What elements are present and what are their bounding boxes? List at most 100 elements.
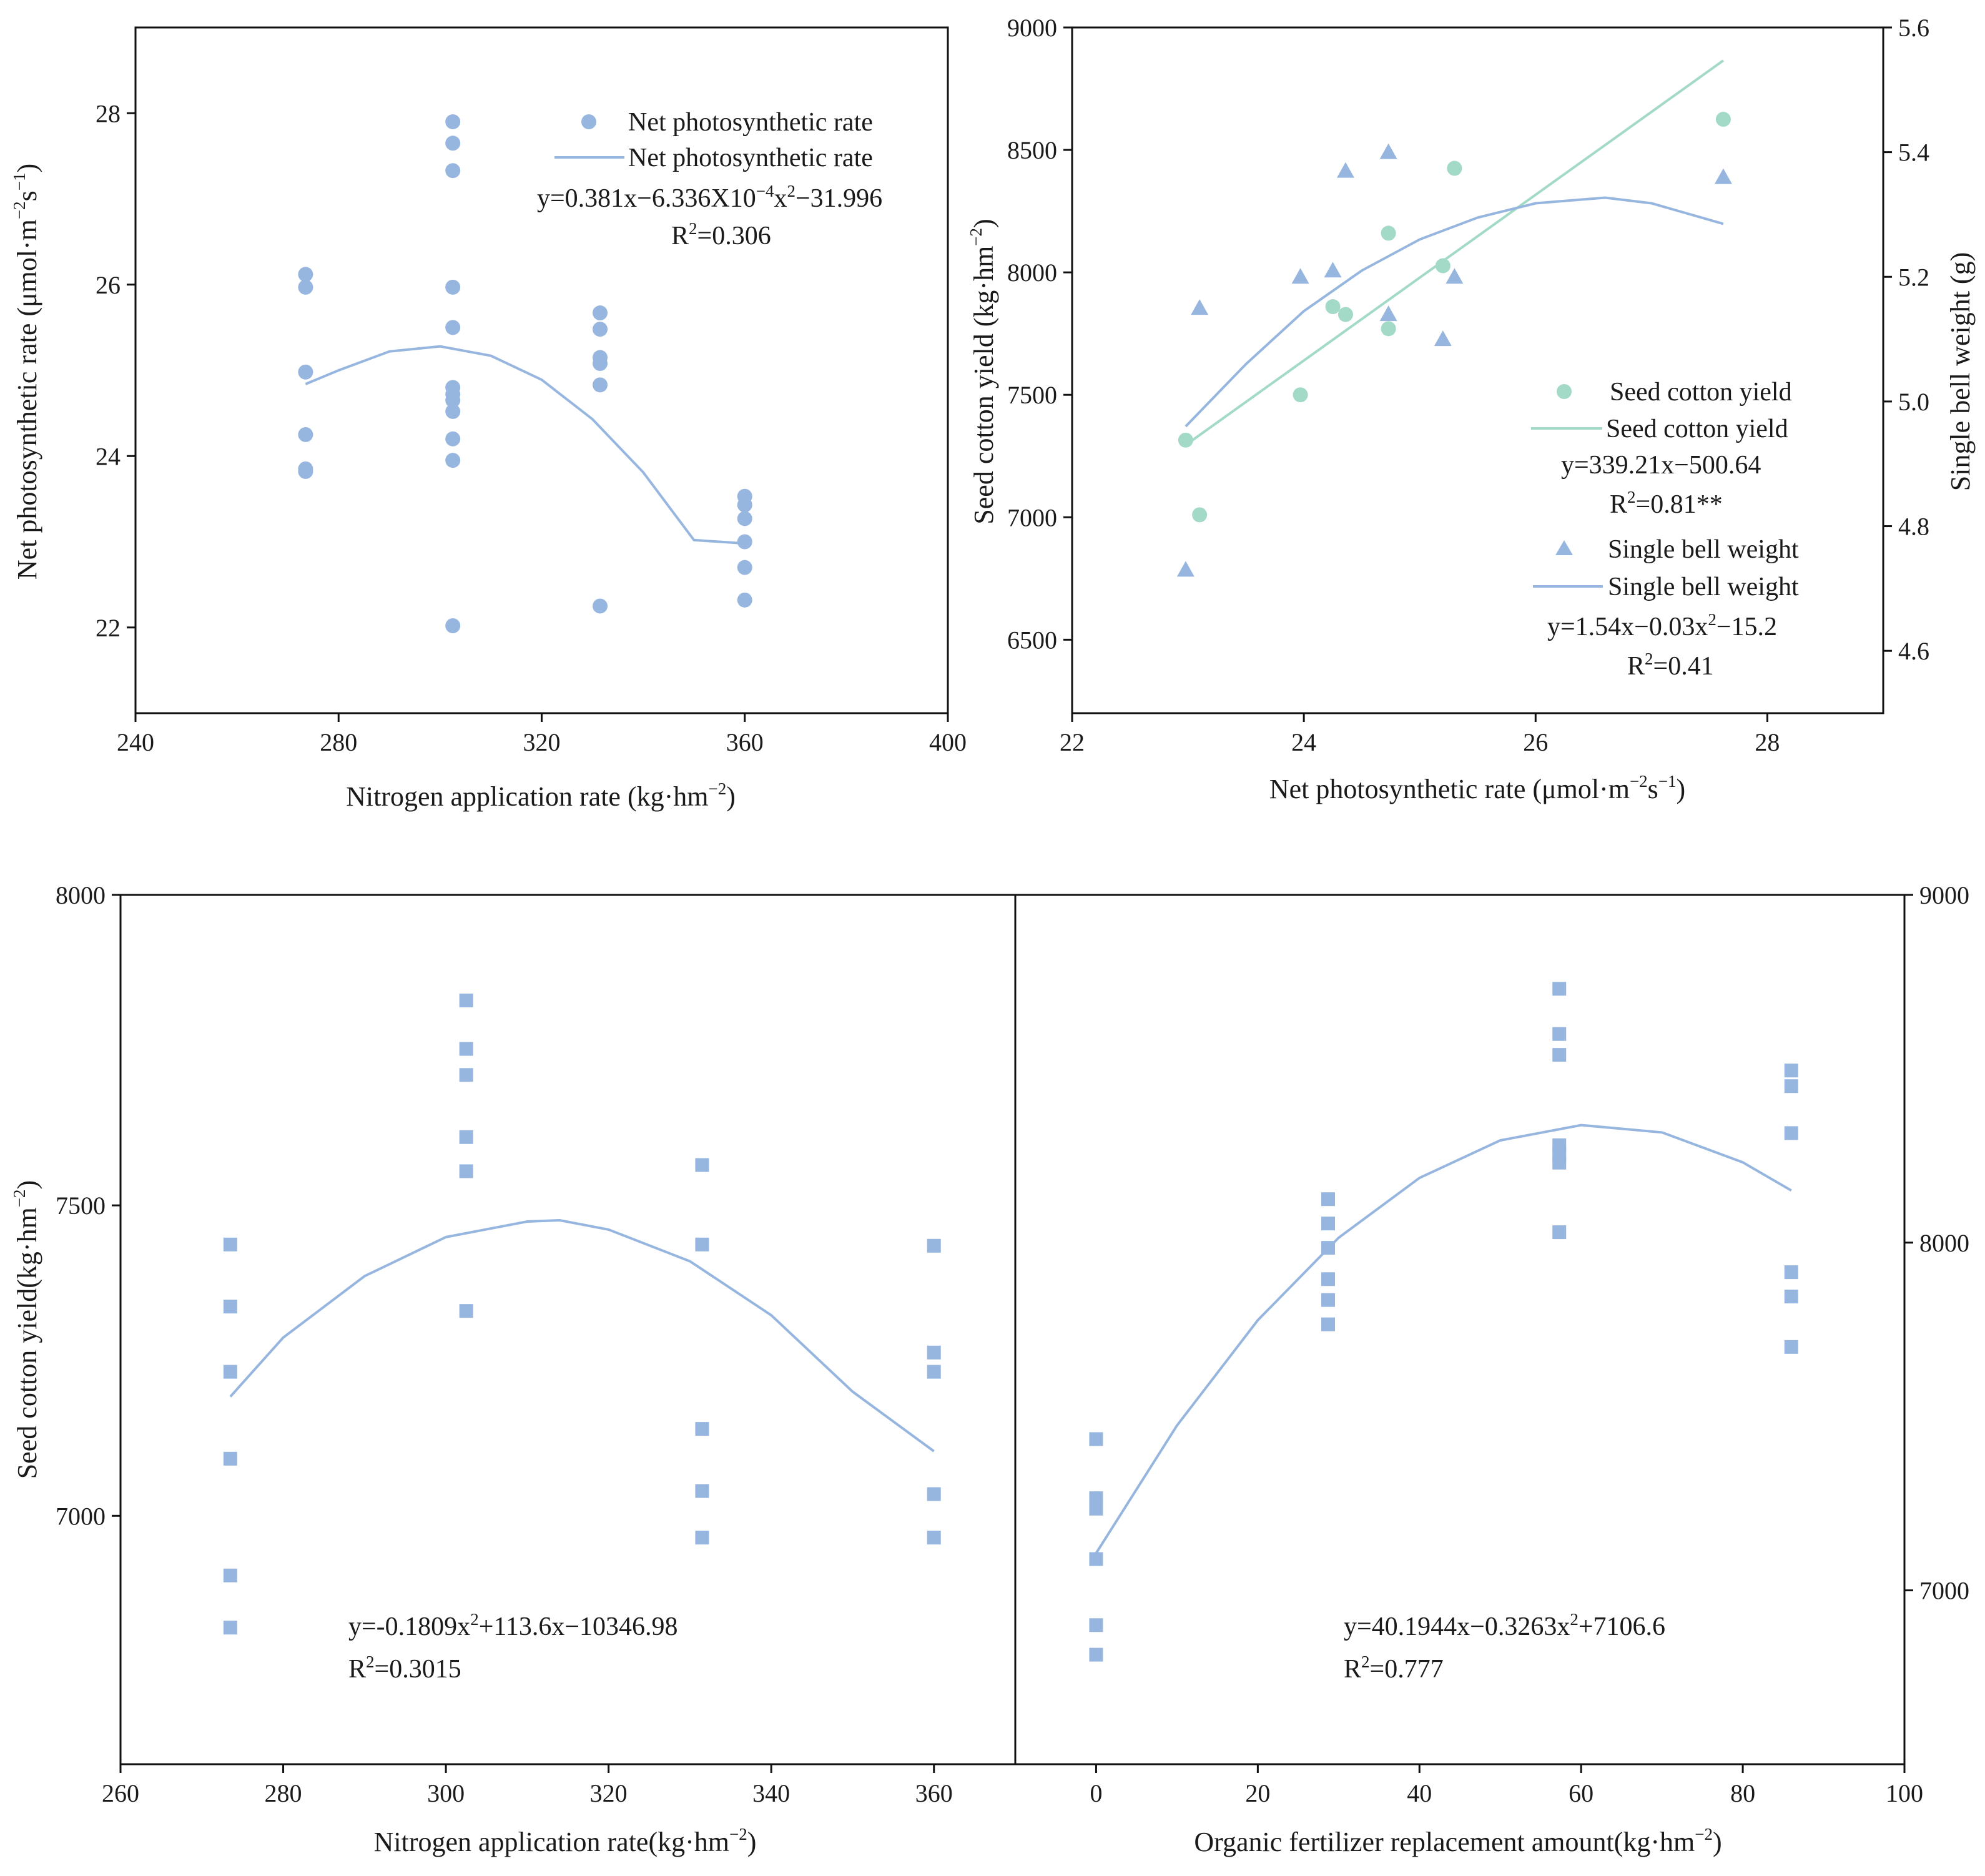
panel-b-y2-title: Single bell weight (g) (1945, 252, 1976, 491)
r2-b1-value: =0.81** (1636, 490, 1723, 519)
d-y2-tick-label: 9000 (1919, 881, 1969, 909)
b-y2-tick-label: 5.0 (1898, 388, 1929, 416)
bell-weight-fit-curve (1185, 196, 1724, 428)
data-point (927, 1345, 941, 1360)
r2-b1-prefix: R (1610, 490, 1627, 519)
b-x-title-exp2: −1 (1658, 772, 1677, 791)
panel-d-x-title: Organic fertilizer replacement amount(kg… (1194, 1825, 1721, 1857)
data-point (593, 356, 608, 372)
data-point (927, 1365, 941, 1379)
b-x-tick-label: 28 (1755, 728, 1780, 756)
a-y-title-exp1: −2 (10, 201, 29, 219)
r2-d-value: =0.777 (1370, 1655, 1444, 1684)
r2-c-prefix: R (348, 1655, 366, 1684)
data-point (1089, 1491, 1103, 1506)
a-y-tick-label: 28 (96, 99, 121, 127)
data-point (695, 1422, 709, 1436)
data-point (223, 1568, 237, 1582)
r2-a: R2=0.306 (671, 219, 771, 250)
a-y-tick-label: 22 (96, 614, 121, 642)
data-point (1321, 1241, 1335, 1255)
fit-curve (305, 345, 745, 545)
a-x-tick-label: 240 (117, 728, 154, 756)
data-point (695, 1158, 709, 1172)
a-x-tick-label: 360 (726, 728, 764, 756)
data-point (1784, 1064, 1798, 1078)
legend-label-points: Net photosynthetic rate (628, 108, 873, 137)
equation-d-exp: 2 (1570, 1610, 1579, 1629)
c-y-tick-label: 7000 (56, 1502, 106, 1530)
yield-data-point (1293, 387, 1308, 403)
d-x-title-end: ) (1713, 1827, 1722, 1857)
b-y2-tick-label: 5.6 (1898, 14, 1929, 42)
c-x-title-exp: −2 (729, 1825, 747, 1844)
bell-weight-data-point (1379, 143, 1397, 159)
bell-weight-data-point (1324, 262, 1342, 278)
panel-c-x-ticks: 260 280 300 320 340 360 (102, 1764, 953, 1807)
data-point (445, 136, 461, 151)
data-point (1321, 1192, 1335, 1207)
a-x-title-exp: −2 (708, 779, 726, 798)
bell-weight-data-point (1446, 268, 1464, 284)
yield-data-point (1178, 432, 1193, 448)
legend-label-yield-curve: Seed cotton yield (1606, 415, 1788, 443)
a-y-tick-label: 24 (96, 442, 121, 470)
equation-d-a: y=40.1944x−0.3263x (1344, 1612, 1570, 1641)
c-y-title-end: ) (12, 1180, 42, 1190)
yield-data-point (1325, 299, 1341, 315)
panel-c-x-title: Nitrogen application rate(kg·hm−2) (374, 1825, 757, 1857)
data-point (445, 114, 461, 129)
a-x-title-main: Nitrogen application rate (kg·hm (346, 781, 708, 812)
c-y-title-main: Seed cotton yield(kg·hm (12, 1207, 42, 1479)
yield-data-point (1381, 225, 1396, 241)
data-point (593, 598, 608, 614)
panel-c-y-ticks: 7000 7500 8000 (56, 881, 121, 1530)
yield-data-point (1192, 507, 1208, 523)
d-x-title-exp: −2 (1695, 1825, 1713, 1844)
c-x-title-end: ) (747, 1827, 757, 1857)
data-point (445, 403, 461, 419)
a-y-title-end: ) (12, 164, 42, 173)
r2-d-exp: 2 (1361, 1652, 1370, 1671)
panel-a-plot-area (298, 114, 752, 634)
c-x-tick-label: 320 (590, 1779, 628, 1807)
panel-c-y-title: Seed cotton yield(kg·hm−2) (10, 1180, 42, 1479)
data-point (1321, 1293, 1335, 1307)
c-x-tick-label: 260 (102, 1779, 139, 1807)
legend-yield-circle-marker (1557, 384, 1572, 399)
data-point (1784, 1265, 1798, 1280)
b-y-tick-label: 7500 (1007, 381, 1057, 409)
data-point (737, 534, 752, 550)
data-point (695, 1531, 709, 1545)
d-x-tick-label: 60 (1569, 1779, 1593, 1807)
data-point (1321, 1272, 1335, 1286)
panel-yield-vs-nitrogen: 260 280 300 320 340 360 7000 7500 8000 y=-0.180… (10, 881, 1017, 1857)
panel-a-x-title: Nitrogen application rate (kg·hm−2) (346, 779, 736, 812)
r2-c: R2=0.3015 (348, 1652, 461, 1684)
bell-weight-data-point (1191, 299, 1209, 315)
data-point (1089, 1501, 1103, 1516)
panel-b-y2-ticks: 4.6 4.8 5.0 5.2 5.4 5.6 (1883, 14, 1929, 665)
data-point (737, 511, 752, 526)
panel-a-y-ticks: 22 24 26 28 (96, 99, 135, 642)
data-point (223, 1621, 237, 1635)
a-x-title-end: ) (726, 781, 736, 812)
panel-b-y-ticks: 6500 7000 7500 8000 8500 9000 (1007, 14, 1072, 654)
data-point (223, 1237, 237, 1251)
a-y-title-mid: s (12, 190, 42, 201)
data-point (459, 1164, 473, 1178)
equation-a-part1: y=0.381x−6.336X10 (537, 184, 756, 213)
a-x-tick-label: 400 (929, 728, 967, 756)
b-y-title-exp: −2 (967, 228, 985, 246)
c-y-title-exp: −2 (10, 1189, 29, 1207)
r2-b2: R2=0.41 (1627, 649, 1714, 681)
data-point (1089, 1618, 1103, 1632)
data-point (223, 1451, 237, 1466)
panel-d-y2-ticks: 7000 8000 9000 (1904, 881, 1969, 1605)
b-y2-tick-label: 5.4 (1898, 139, 1929, 167)
yield-fit-line (1185, 59, 1725, 447)
data-point (1784, 1340, 1798, 1354)
data-point (695, 1484, 709, 1498)
b-x-tick-label: 22 (1060, 728, 1085, 756)
data-point (1784, 1079, 1798, 1094)
